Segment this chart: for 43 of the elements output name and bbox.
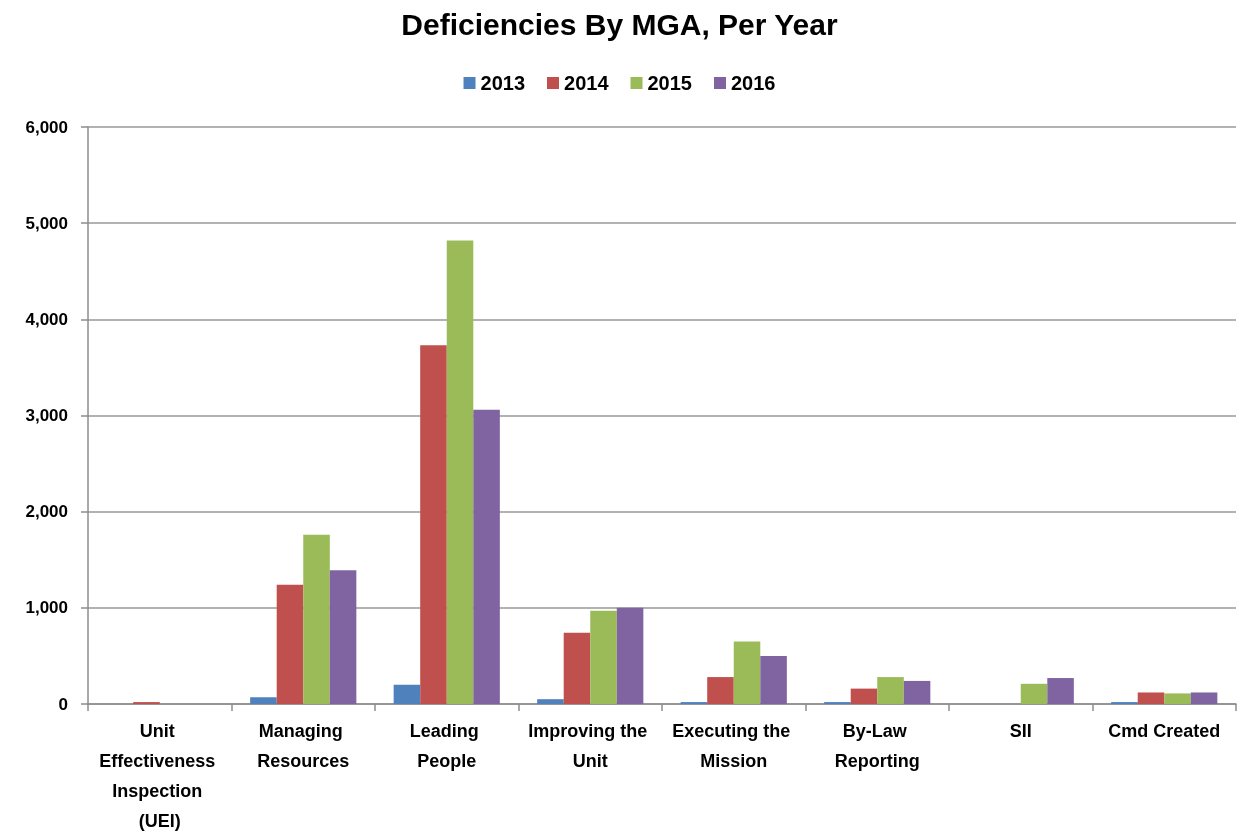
legend-label: 2014 — [564, 72, 610, 94]
bar — [563, 632, 591, 704]
x-tick-label: Unit Effectiveness Inspection (UEI) — [99, 721, 221, 831]
bar — [537, 699, 564, 704]
bar — [1190, 692, 1218, 704]
bar — [473, 409, 500, 704]
bar — [276, 584, 304, 704]
x-tick-label: Improving the Unit — [528, 721, 653, 771]
bar — [1020, 683, 1048, 704]
bar — [303, 534, 330, 704]
x-tick-label: Leading People — [409, 721, 484, 771]
x-tick-label: Managing Resources — [257, 721, 350, 771]
legend-label: 2013 — [480, 72, 526, 94]
y-tick-label: 5,000 — [25, 213, 68, 233]
bar — [420, 345, 447, 704]
y-tick-label: 4,000 — [25, 309, 68, 329]
bar — [733, 641, 761, 704]
bar — [903, 680, 931, 704]
y-tick-label: 6,000 — [25, 117, 68, 137]
y-tick-label: 2,000 — [25, 502, 68, 522]
bar — [250, 697, 277, 704]
bar — [707, 677, 734, 704]
x-tick-label: By-Law Reporting — [834, 721, 920, 771]
bar — [850, 688, 878, 704]
x-tick-label: Executing the Mission — [672, 721, 796, 771]
bar — [1164, 693, 1191, 704]
bar — [329, 570, 357, 704]
y-tick-label: 1,000 — [25, 598, 68, 618]
y-tick-label: 3,000 — [25, 406, 68, 425]
bar — [877, 677, 904, 704]
bar — [446, 240, 474, 704]
legend-label: 2015 — [647, 72, 692, 94]
bar — [1137, 692, 1165, 704]
legend-label: 2016 — [730, 72, 776, 94]
bar — [393, 684, 421, 704]
bar — [760, 655, 787, 704]
bar — [1047, 678, 1074, 704]
chart-title: Deficiencies By MGA, Per Year — [401, 7, 838, 41]
y-tick-label: 0 — [58, 694, 68, 714]
bar — [616, 607, 644, 704]
x-tick-label: Cmd Created — [1108, 721, 1221, 741]
x-tick-label: SII — [1009, 721, 1032, 741]
bar — [590, 610, 617, 704]
